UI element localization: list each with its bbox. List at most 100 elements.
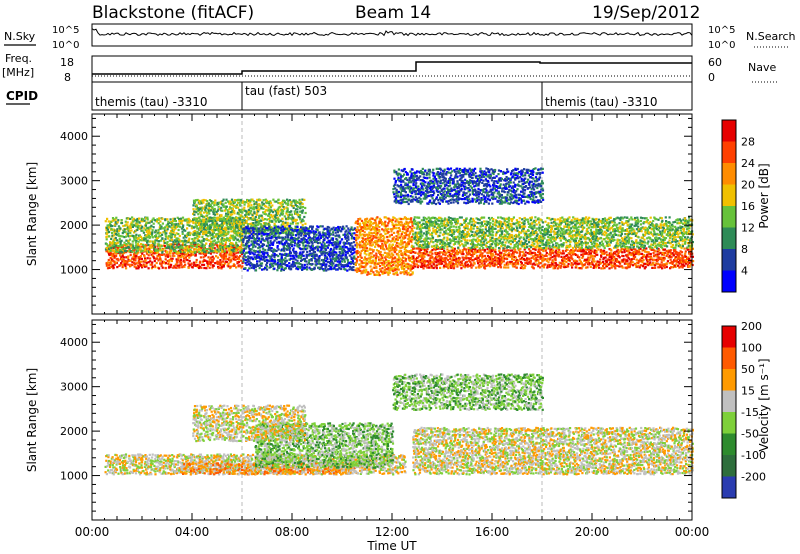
data-cell <box>206 200 208 202</box>
data-cell <box>296 262 298 264</box>
data-cell <box>289 244 291 246</box>
data-cell <box>319 231 321 233</box>
data-cell <box>335 252 337 254</box>
data-cell <box>135 234 137 236</box>
data-cell <box>191 238 193 240</box>
freq-unit-label: [MHz] <box>2 66 34 79</box>
data-cell <box>223 223 225 225</box>
data-cell <box>295 234 297 236</box>
data-cell <box>274 240 276 242</box>
data-cell <box>282 226 284 228</box>
data-cell <box>193 262 195 264</box>
data-cell <box>129 243 131 245</box>
data-cell <box>131 264 133 266</box>
data-cell <box>397 230 399 232</box>
data-cell <box>206 214 208 216</box>
data-cell <box>282 203 284 205</box>
data-cell <box>382 254 384 256</box>
data-cell <box>126 224 128 226</box>
data-cell <box>384 221 386 223</box>
data-cell <box>377 256 379 258</box>
data-cell <box>277 232 279 234</box>
data-cell <box>159 249 161 251</box>
data-cell <box>332 237 334 239</box>
data-cell <box>478 257 480 259</box>
data-cell <box>294 242 296 244</box>
data-cell <box>554 257 556 259</box>
data-cell <box>234 264 236 266</box>
data-cell <box>206 238 208 240</box>
data-cell <box>199 261 201 263</box>
data-cell <box>271 233 273 235</box>
data-cell <box>304 264 306 266</box>
data-cell <box>385 229 387 231</box>
data-cell <box>306 254 308 256</box>
data-cell <box>230 251 232 253</box>
data-cell <box>232 208 234 210</box>
data-cell <box>267 201 269 203</box>
data-cell <box>264 240 266 242</box>
data-cell <box>402 260 404 262</box>
data-cell <box>338 258 340 260</box>
data-cell <box>290 258 292 260</box>
data-cell <box>431 256 433 258</box>
data-cell <box>271 247 273 249</box>
data-cell <box>200 211 202 213</box>
data-cell <box>283 228 285 230</box>
data-cell <box>456 250 458 252</box>
data-cell <box>265 256 267 258</box>
data-cell <box>380 219 382 221</box>
data-cell <box>295 259 297 261</box>
data-cell <box>140 243 142 245</box>
data-cell <box>521 262 523 264</box>
data-cell <box>567 265 569 267</box>
data-cell <box>217 257 219 259</box>
data-cell <box>216 223 218 225</box>
data-cell <box>239 265 241 267</box>
data-cell <box>417 265 419 267</box>
data-cell <box>372 260 374 262</box>
data-cell <box>271 204 273 206</box>
data-cell <box>115 255 117 257</box>
data-cell <box>254 253 256 255</box>
data-cell <box>322 225 324 227</box>
data-cell <box>273 268 275 270</box>
data-cell <box>213 265 215 267</box>
power-data <box>105 114 695 314</box>
data-cell <box>254 246 256 248</box>
data-cell <box>263 244 265 246</box>
data-cell <box>552 261 554 263</box>
data-cell <box>294 210 296 212</box>
data-cell <box>408 272 410 274</box>
data-cell <box>411 225 413 227</box>
data-cell <box>581 262 583 264</box>
data-cell <box>222 243 224 245</box>
data-cell <box>203 267 205 269</box>
data-cell <box>394 217 396 219</box>
data-cell <box>214 200 216 202</box>
data-cell <box>246 220 248 222</box>
data-cell <box>266 219 268 221</box>
data-cell <box>111 232 113 234</box>
data-cell <box>462 253 464 255</box>
data-cell <box>196 234 198 236</box>
freq-tick-8: 8 <box>64 71 71 84</box>
data-cell <box>266 262 268 264</box>
data-cell <box>522 251 524 253</box>
data-cell <box>484 267 486 269</box>
data-cell <box>257 243 259 245</box>
data-cell <box>278 248 280 250</box>
data-cell <box>127 255 129 257</box>
data-cell <box>286 260 288 262</box>
data-cell <box>266 252 268 254</box>
data-cell <box>116 239 118 241</box>
data-cell <box>167 223 169 225</box>
data-cell <box>225 258 227 260</box>
data-cell <box>211 207 213 209</box>
data-cell <box>387 267 389 269</box>
data-cell <box>246 264 248 266</box>
data-cell <box>138 218 140 220</box>
data-cell <box>154 244 156 246</box>
data-cell <box>456 264 458 266</box>
data-cell <box>507 249 509 251</box>
